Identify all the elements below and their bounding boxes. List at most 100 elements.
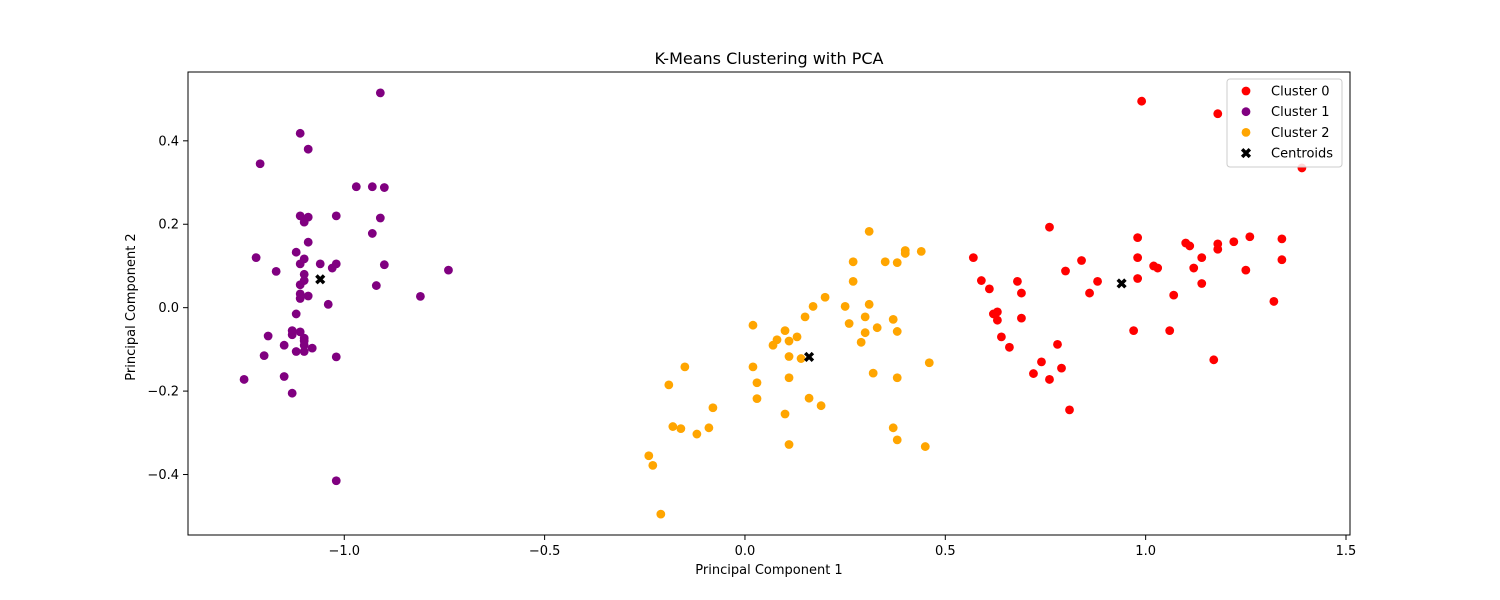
legend-label: Cluster 1 — [1271, 105, 1330, 120]
data-point — [992, 307, 1002, 317]
data-point — [796, 354, 806, 363]
data-point — [287, 330, 297, 340]
plot-frame — [187, 71, 1351, 536]
data-point — [992, 315, 1002, 325]
data-point — [864, 226, 874, 236]
data-point — [888, 423, 898, 433]
plot-area: −1.0 −0.5 0.0 0.5 1.0 1.5 −0.4 −0.2 0.0 0.2 0.4 — [147, 71, 1357, 559]
data-point — [367, 182, 377, 192]
data-point — [259, 351, 269, 361]
x-tick-label: −1.0 — [328, 544, 360, 559]
data-point — [664, 380, 674, 390]
data-point — [780, 326, 790, 336]
data-point — [331, 211, 341, 221]
data-point — [997, 332, 1006, 342]
data-point — [351, 182, 361, 192]
data-point — [840, 302, 850, 311]
data-point — [279, 340, 289, 350]
data-point — [1245, 232, 1255, 242]
data-point — [1037, 357, 1046, 367]
x-tick-label: 0.5 — [935, 544, 956, 559]
y-tick-label: 0.4 — [158, 134, 179, 149]
x-tick-label: 1.5 — [1336, 544, 1357, 559]
data-point — [303, 144, 313, 154]
data-point — [331, 476, 341, 486]
data-point — [872, 323, 882, 333]
data-point — [1045, 375, 1054, 384]
data-point — [1213, 244, 1223, 254]
data-point — [920, 442, 930, 451]
data-point — [295, 128, 305, 138]
data-point — [291, 309, 301, 319]
data-point — [1269, 297, 1279, 306]
data-point — [279, 372, 289, 381]
data-point — [868, 368, 878, 378]
data-point — [816, 401, 826, 411]
data-point — [1005, 342, 1014, 352]
data-point — [692, 429, 702, 439]
data-point — [1169, 290, 1179, 300]
series-cluster-1 — [239, 88, 453, 486]
data-point — [263, 331, 273, 341]
data-point — [1153, 263, 1163, 273]
data-point — [1197, 279, 1207, 288]
data-point — [323, 299, 333, 309]
data-point — [416, 292, 425, 301]
data-point — [271, 266, 281, 276]
data-point — [808, 302, 818, 311]
data-point — [892, 327, 902, 336]
data-point — [375, 213, 385, 223]
data-point — [864, 299, 874, 309]
data-point — [676, 424, 686, 434]
data-point — [848, 276, 858, 286]
data-point — [1053, 339, 1062, 349]
data-point — [1133, 274, 1143, 283]
data-point — [888, 314, 898, 324]
x-tick-label: 0.0 — [735, 544, 756, 559]
data-point — [1133, 253, 1143, 263]
legend-label: Cluster 0 — [1271, 85, 1330, 100]
data-point — [860, 312, 870, 322]
x-tick-label: 1.0 — [1135, 544, 1156, 559]
data-point — [1017, 313, 1026, 323]
data-point — [299, 340, 309, 350]
data-point — [748, 320, 758, 330]
data-point — [644, 451, 654, 461]
data-point — [1165, 326, 1175, 336]
data-point — [1209, 355, 1219, 365]
data-point — [1277, 255, 1287, 265]
data-point — [379, 260, 389, 270]
data-point — [299, 269, 309, 279]
series-cluster-0 — [968, 96, 1307, 415]
y-tick-label: −0.2 — [147, 385, 179, 400]
data-point — [768, 340, 778, 350]
data-point — [299, 217, 309, 227]
data-point — [748, 362, 758, 372]
y-axis-title: Principal Component 2 — [124, 233, 139, 380]
data-point — [1133, 233, 1143, 242]
data-point — [255, 159, 265, 169]
data-point — [299, 347, 309, 356]
data-point — [1057, 363, 1066, 373]
data-point — [792, 332, 802, 342]
centroid-marker — [1116, 278, 1127, 289]
data-point — [1077, 256, 1086, 265]
series-centroids — [315, 274, 1127, 362]
data-point — [892, 258, 902, 268]
legend-marker-centroids — [1240, 148, 1252, 159]
x-tick-label: −0.5 — [529, 544, 561, 559]
data-point — [379, 183, 389, 192]
data-point — [1277, 234, 1287, 244]
data-point — [1061, 266, 1070, 276]
data-point — [892, 435, 902, 445]
data-point — [295, 327, 305, 337]
data-point — [784, 440, 794, 449]
data-point — [648, 460, 658, 470]
data-point — [752, 394, 762, 404]
data-point — [916, 246, 926, 256]
data-point — [295, 211, 305, 221]
data-point — [844, 319, 854, 328]
data-point — [784, 352, 794, 361]
data-point — [800, 312, 810, 322]
